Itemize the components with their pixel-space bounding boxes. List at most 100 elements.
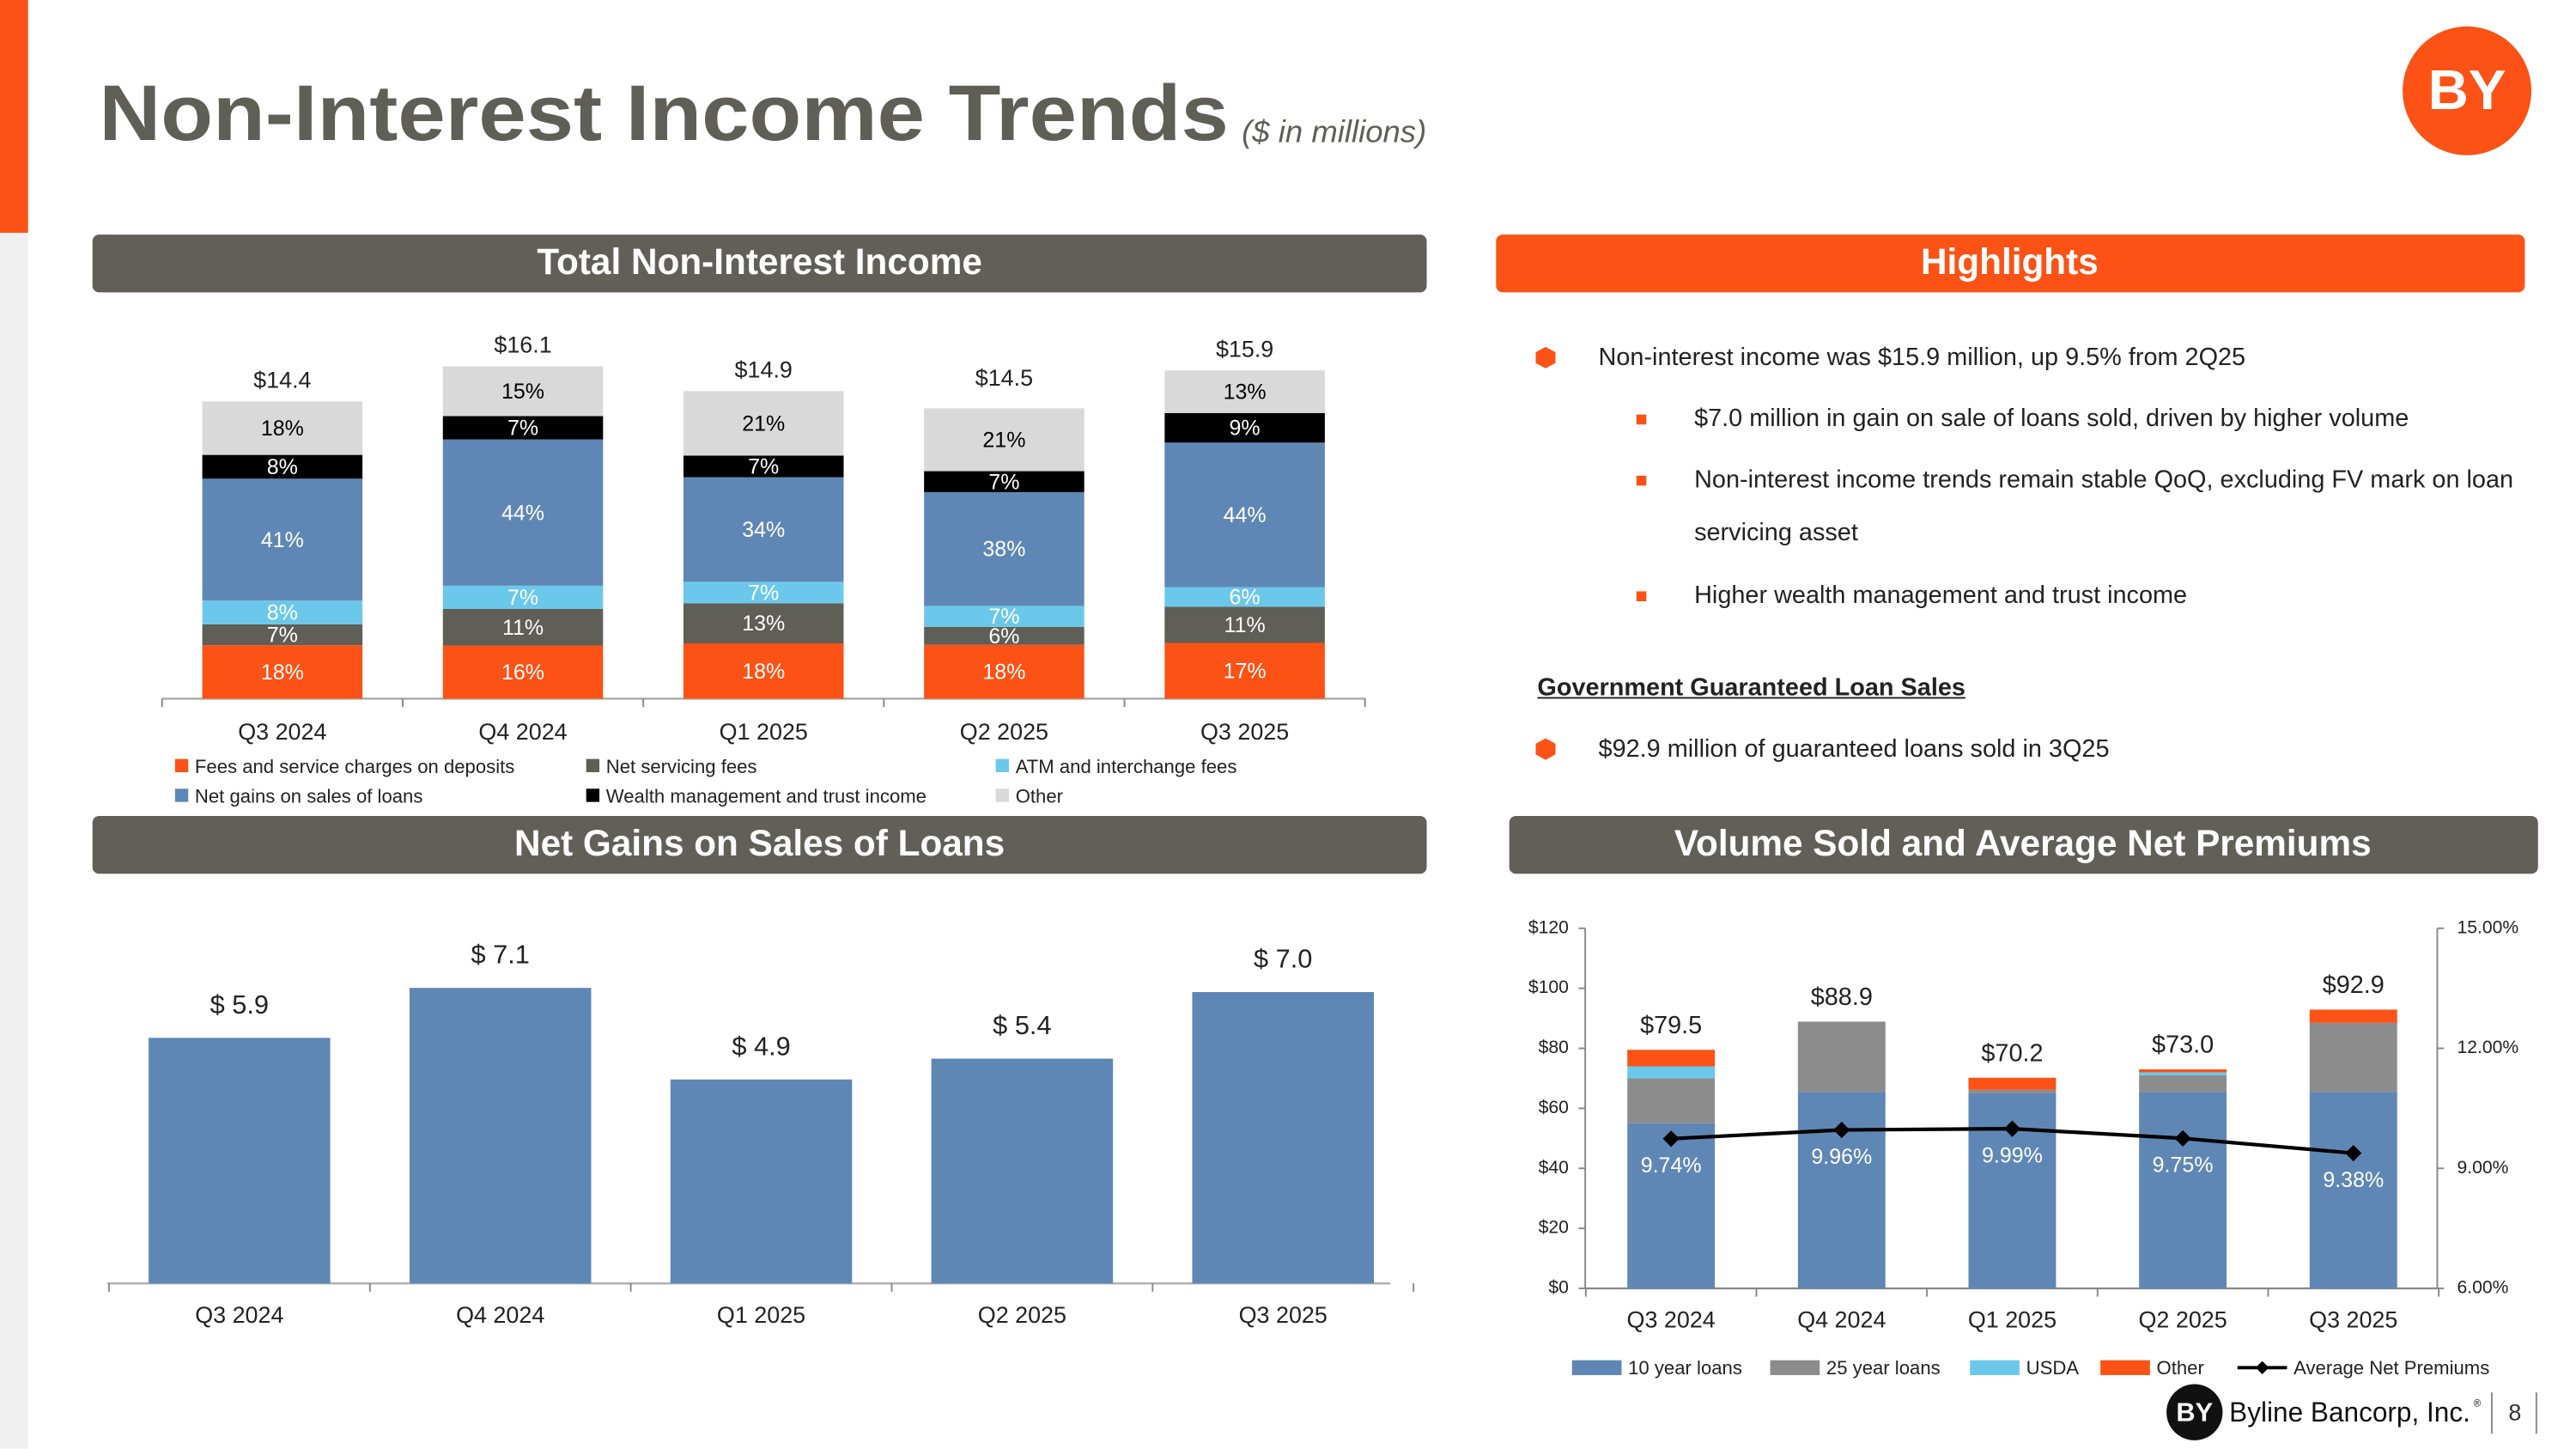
side-strip (0, 233, 28, 1449)
segment-label: 13% (1224, 381, 1267, 405)
bar-segment (924, 644, 1084, 699)
legend-label: USDA (2026, 1357, 2080, 1379)
segment-label: 6% (988, 624, 1019, 648)
x-tick-label: Q4 2024 (1797, 1307, 1886, 1333)
total-label: $88.9 (1811, 983, 1873, 1011)
legend-swatch (586, 758, 600, 773)
segment-label: 44% (501, 501, 544, 525)
segment-label: 34% (742, 518, 785, 542)
section-title: Volume Sold and Average Net Premiums (1674, 823, 2372, 863)
value-label: $ 4.9 (732, 1031, 790, 1061)
value-label: $ 5.4 (993, 1010, 1051, 1040)
legend-label: Average Net Premiums (2293, 1357, 2489, 1379)
bar-segment (442, 416, 604, 440)
segment-label: 44% (1224, 503, 1267, 527)
segment-label: 11% (502, 616, 544, 640)
bullet (1535, 346, 1556, 368)
legend-swatch (586, 788, 600, 802)
segment-label: 15% (501, 380, 544, 404)
section-banner (1509, 816, 2538, 874)
x-tick-label: Q3 2025 (2309, 1307, 2397, 1333)
legend-label: Net servicing fees (606, 756, 757, 777)
legend-swatch (1571, 1360, 1622, 1375)
bar-segment (1627, 1066, 1716, 1079)
segment-label: 7% (988, 470, 1019, 494)
segment-label: 7% (988, 605, 1019, 629)
legend-swatch (1770, 1360, 1820, 1375)
total-label: $14.5 (975, 365, 1033, 391)
line-label: 9.75% (2153, 1154, 2214, 1178)
x-tick-label: Q1 2025 (717, 1302, 805, 1328)
segment-label: 7% (507, 417, 538, 441)
footer-mark: ® (2474, 1399, 2482, 1409)
legend-swatch (2255, 1361, 2269, 1374)
section-banner (92, 816, 1427, 874)
footer-company: Byline Bancorp, Inc. (2229, 1396, 2470, 1428)
segment-label: 8% (267, 601, 298, 625)
legend-swatch (174, 758, 189, 773)
legend-swatch (174, 788, 189, 802)
x-tick-label: Q3 2024 (195, 1302, 283, 1328)
bar-segment (442, 439, 604, 586)
segment-label: 11% (1224, 613, 1266, 637)
bar-segment (1797, 1021, 1886, 1093)
segment-label: 9% (1230, 417, 1261, 441)
bar-segment (924, 408, 1084, 472)
bar-segment (1968, 1089, 2057, 1093)
bar-segment (442, 608, 604, 646)
y-tick-label: $40 (1539, 1158, 1569, 1178)
segment-label: 7% (507, 586, 538, 610)
total-label: $15.9 (1216, 336, 1273, 362)
y-tick-label: $20 (1539, 1218, 1569, 1238)
segment-label: 41% (261, 528, 304, 552)
section-banner (1496, 234, 2525, 293)
legend-label: 25 year loans (1826, 1357, 1941, 1379)
bar-segment (2309, 1009, 2397, 1023)
bullet (1535, 738, 1556, 760)
segment-label: 7% (748, 455, 779, 479)
x-tick-label: Q2 2025 (978, 1302, 1066, 1328)
bar-segment (1627, 1123, 1716, 1288)
y2-tick-label: 9.00% (2458, 1158, 2509, 1178)
y-tick-label: $120 (1528, 917, 1569, 937)
x-tick-label: Q3 2024 (1627, 1307, 1716, 1333)
line-marker (2003, 1120, 2021, 1137)
bar-segment (924, 491, 1084, 606)
sub-bullet (1636, 475, 1647, 486)
bar-segment (442, 645, 604, 699)
segment-label: 13% (742, 612, 785, 636)
segment-label: 18% (261, 417, 304, 441)
total-label: $92.9 (2323, 971, 2385, 999)
y2-tick-label: 12.00% (2458, 1038, 2519, 1057)
footer-logo-text: BY (2176, 1397, 2213, 1427)
bar-segment (1164, 642, 1325, 699)
line-label: 9.38% (2323, 1168, 2384, 1192)
slide-subtitle: ($ in millions) (1242, 113, 1426, 149)
segment-label: 38% (982, 538, 1025, 562)
bar-segment (442, 585, 604, 609)
segment-label: 16% (501, 661, 544, 685)
y-tick-label: $100 (1528, 977, 1569, 997)
legend-label: 10 year loans (1628, 1357, 1742, 1379)
value-label: $ 7.0 (1254, 944, 1312, 974)
x-tick-label: Q3 2024 (238, 719, 326, 745)
x-tick-label: Q4 2024 (456, 1302, 544, 1328)
y2-tick-label: 15.00% (2458, 917, 2519, 937)
segment-label: 18% (982, 661, 1025, 685)
highlight: $92.9 million of guaranteed loans sold i… (1598, 734, 2110, 764)
y-tick-label: $0 (1548, 1278, 1569, 1298)
bar-segment (2139, 1072, 2227, 1075)
bar-segment (1627, 1078, 1716, 1123)
segment-label: 21% (742, 411, 785, 435)
sub-bullet (1636, 591, 1647, 601)
segment-label: 7% (267, 624, 298, 648)
segment-label: 18% (742, 660, 785, 684)
bar-segment (442, 366, 604, 417)
legend-label: Net gains on sales of loans (195, 786, 422, 807)
segment-label: 18% (261, 661, 304, 685)
accent-bar (0, 0, 28, 234)
highlight: Non-interest income was $15.9 million, u… (1598, 344, 2246, 372)
bar (1192, 992, 1374, 1284)
total-label: $14.9 (735, 356, 793, 382)
